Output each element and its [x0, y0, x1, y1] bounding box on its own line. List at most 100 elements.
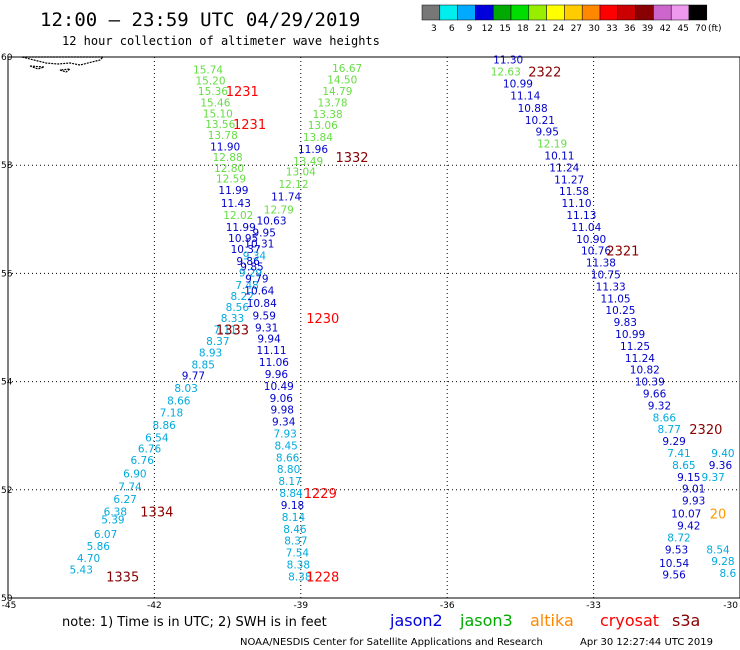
wave-height-point: 9.93 [682, 496, 705, 508]
wave-height-point: 8.46 [283, 524, 307, 536]
wave-height-point: 7.18 [160, 407, 183, 419]
wave-height-point: 9.98 [271, 405, 294, 417]
legend-swatch [635, 4, 654, 21]
wave-height-point: 9.31 [255, 323, 278, 335]
wave-height-point: 10.64 [244, 286, 274, 298]
time-marker: 2322 [528, 66, 561, 81]
wave-height-point: 10.21 [525, 115, 555, 127]
wave-height-point: 9.42 [677, 521, 700, 533]
wave-height-point: 9.37 [701, 472, 724, 484]
legend-bin-label: 12 [482, 24, 493, 34]
chart-title: 12:00 – 23:59 UTC 04/29/2019 [40, 9, 360, 31]
wave-height-point: 10.63 [256, 215, 286, 227]
wave-height-point: 13.84 [303, 132, 333, 144]
wave-height-point: 10.31 [244, 239, 274, 251]
legend-swatch [599, 4, 619, 21]
wave-height-point: 8.84 [279, 488, 303, 500]
wave-height-point: 10.11 [544, 150, 574, 162]
time-marker: 1334 [140, 505, 173, 520]
wave-height-point: 11.14 [510, 90, 540, 102]
satellite-label: jason2 [389, 611, 443, 630]
wave-height-point: 15.36 [198, 86, 228, 98]
wave-height-point: 15.10 [203, 108, 233, 120]
wave-height-point: 8.38 [287, 559, 310, 571]
wave-height-point: 8.54 [706, 544, 730, 556]
wave-height-point: 12.19 [537, 139, 567, 151]
wave-height-point: 10.95 [228, 233, 258, 245]
wave-height-point: 11.33 [596, 281, 626, 293]
wave-height-point: 15.46 [200, 97, 230, 109]
wave-height-point: 6.90 [123, 469, 146, 481]
legend-bin-label: 36 [624, 24, 636, 34]
time-marker: 1335 [106, 570, 139, 585]
footer-note: note: 1) Time is in UTC; 2) SWH is in fe… [62, 615, 327, 630]
legend-bin-label: 42 [660, 24, 671, 34]
wave-height-point: 12.79 [264, 205, 294, 217]
wave-height-point: 9.56 [662, 570, 686, 582]
legend-swatch [670, 4, 690, 21]
wave-height-point: 8.14 [282, 512, 306, 524]
wave-height-point: 7.74 [118, 482, 142, 494]
wave-height-point: 11.05 [601, 293, 631, 305]
x-tick-label: -45 [2, 601, 17, 611]
x-tick-label: -33 [586, 601, 601, 611]
time-marker: 1230 [306, 312, 339, 327]
y-tick-label: 58 [1, 161, 13, 171]
wave-height-point: 11.13 [566, 210, 596, 222]
wave-height-point: 9.86 [236, 256, 260, 268]
wave-height-point: 11.24 [549, 162, 579, 174]
wave-height-point: 11.74 [271, 192, 301, 204]
wave-height-point: 13.06 [308, 120, 338, 132]
legend-swatch [564, 4, 583, 21]
wave-height-point: 12.02 [223, 210, 253, 222]
legend-bin-label: 6 [449, 24, 455, 34]
wave-height-point: 9.96 [265, 369, 289, 381]
wave-height-point: 11.11 [256, 345, 286, 357]
wave-height-point: 14.79 [322, 86, 352, 98]
wave-height-point: 8.22 [231, 291, 254, 303]
legend-swatch [653, 4, 672, 21]
wave-height-point: 11.99 [226, 222, 256, 234]
wave-height-point: 9.85 [240, 261, 263, 273]
legend-swatch [528, 4, 547, 21]
wave-height-point: 9.59 [253, 311, 276, 323]
legend-swatch [439, 4, 458, 21]
x-tick-label: -39 [293, 601, 308, 611]
wave-height-point: 10.82 [630, 365, 660, 377]
legend-swatch [475, 4, 494, 21]
legend-swatch [581, 4, 601, 21]
satellite-label: cryosat [600, 611, 659, 630]
wave-height-point: 12.80 [214, 163, 244, 175]
wave-height-point: 10.99 [615, 329, 645, 341]
time-marker: 1333 [216, 324, 249, 339]
wave-height-point: 12.12 [278, 179, 308, 191]
y-tick-label: 60 [1, 53, 13, 63]
wave-height-point: 13.49 [293, 156, 323, 168]
legend-bin-label: 3 [431, 24, 437, 34]
wave-height-point: 5.86 [87, 541, 111, 553]
legend-swatch [617, 4, 636, 21]
legend-bin-label: 39 [642, 24, 654, 34]
legend-bin-label: 30 [588, 24, 600, 34]
wave-height-point: 10.54 [659, 558, 689, 570]
wave-height-point: 10.39 [635, 377, 665, 389]
wave-height-point: 8.66 [167, 396, 191, 408]
wave-height-point: 9.32 [648, 400, 671, 412]
wave-height-point: 8.66 [276, 452, 300, 464]
wave-height-point: 11.38 [586, 258, 616, 270]
wave-height-point: 12.88 [213, 152, 243, 164]
wave-height-point: 4.70 [77, 553, 100, 565]
wave-height-point: 15.74 [193, 64, 223, 76]
satellite-label: jason3 [459, 611, 513, 630]
wave-height-point: 8.37 [206, 336, 229, 348]
legend-bin-label: 70 [695, 24, 707, 34]
legend-bin-label: 15 [499, 24, 510, 34]
wave-height-point: 11.43 [221, 198, 251, 210]
wave-height-point: 5.43 [70, 564, 93, 576]
wave-height-point: 10.90 [576, 234, 606, 246]
wave-height-point: 8.66 [653, 412, 677, 424]
y-tick-label: 56 [1, 269, 13, 279]
wave-height-point: 15.20 [195, 75, 225, 87]
legend-unit: (ft) [708, 24, 722, 34]
wave-height-point: 8.77 [658, 424, 681, 436]
